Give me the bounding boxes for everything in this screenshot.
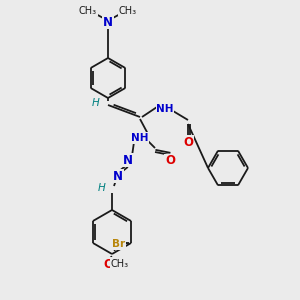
Text: NH: NH: [156, 104, 174, 114]
Text: CH₃: CH₃: [111, 259, 129, 269]
Text: CH₃: CH₃: [79, 6, 97, 16]
Text: H: H: [98, 183, 106, 193]
Text: Br: Br: [112, 239, 126, 249]
Text: O: O: [165, 154, 175, 167]
Text: N: N: [113, 169, 123, 182]
Text: N: N: [123, 154, 133, 166]
Text: O: O: [103, 257, 113, 271]
Text: CH₃: CH₃: [119, 6, 137, 16]
Text: N: N: [103, 16, 113, 28]
Text: O: O: [183, 136, 193, 148]
Text: NH: NH: [131, 133, 149, 143]
Text: H: H: [92, 98, 100, 108]
